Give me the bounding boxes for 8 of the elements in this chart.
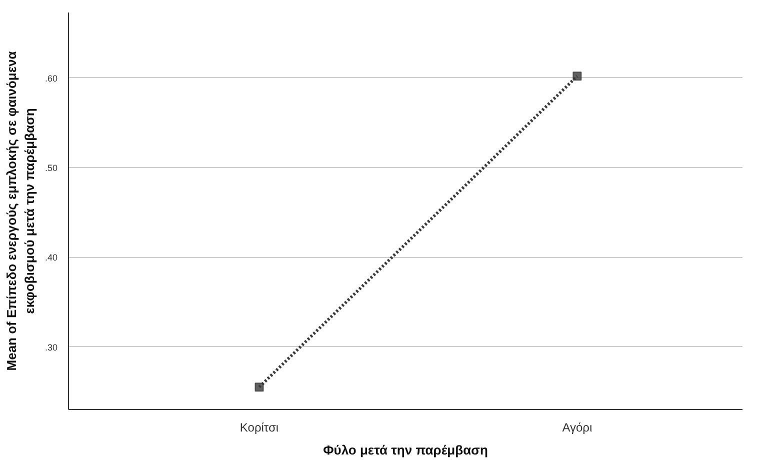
y-tick-label: .60	[44, 73, 58, 84]
y-axis-title: Mean of Επίπεδο ενεργούς εμπλοκής σε φαινόμενα εκφοβισμού μετά την παρέμβαση	[4, 51, 37, 371]
x-tick-label: Αγόρι	[562, 420, 592, 434]
y-tick-label: .50	[44, 163, 58, 174]
y-tick-label: .40	[44, 252, 58, 263]
x-axis-title: Φύλο μετά την παρέμβαση	[323, 442, 488, 458]
y-tick-label: .30	[44, 342, 58, 352]
x-tick-label: Κορίτσι	[240, 420, 279, 434]
